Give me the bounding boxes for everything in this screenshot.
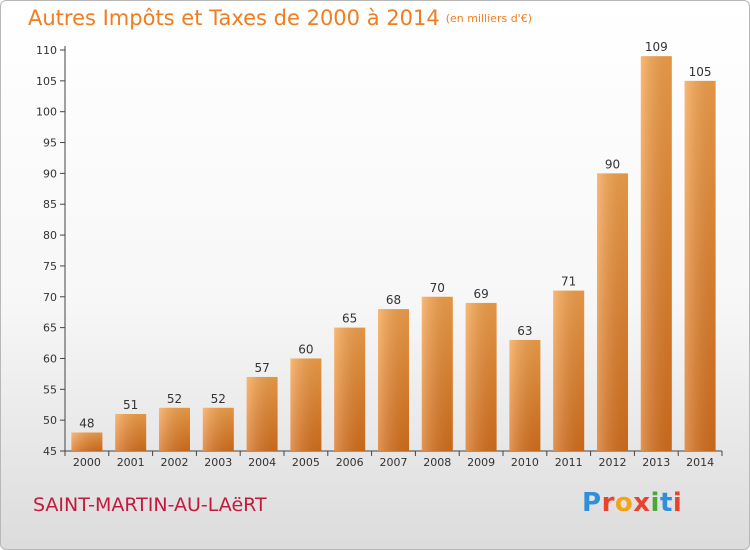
x-tick-label-2007: 2007 <box>380 456 408 469</box>
y-tick-label: 85 <box>43 198 57 211</box>
y-tick-label: 75 <box>43 260 57 273</box>
y-tick-label: 70 <box>43 291 57 304</box>
x-tick-label-2001: 2001 <box>117 456 145 469</box>
proxiti-logo: Proxiti <box>582 488 682 518</box>
bar-shade-2004 <box>246 376 278 451</box>
value-label-2006: 65 <box>342 312 357 326</box>
value-label-2009: 69 <box>473 287 488 301</box>
x-tick-label-2004: 2004 <box>248 456 276 469</box>
bar-shade-2009 <box>465 302 497 451</box>
bar-shade-2008 <box>421 296 453 451</box>
logo-letter: t <box>659 488 673 518</box>
bar-shade-2005 <box>290 358 322 451</box>
y-tick-labels: 45 50 55 60 65 70 75 80 85 90 95 100 105 110 <box>36 44 57 458</box>
bar-shade-2006 <box>334 327 366 451</box>
bar-shade-2007 <box>378 309 409 451</box>
y-tick-label: 65 <box>43 322 57 335</box>
logo-letter: i <box>672 488 683 518</box>
x-tick-label-2012: 2012 <box>599 456 627 469</box>
y-tick-label: 50 <box>43 414 57 427</box>
bar-shade-2002 <box>159 407 190 451</box>
value-label-2008: 70 <box>430 281 445 295</box>
y-tick-label: 55 <box>43 383 57 396</box>
logo-letter: i <box>650 488 660 518</box>
bar-shade-2010 <box>509 339 541 451</box>
y-tick-label: 45 <box>43 445 57 458</box>
y-tick-label: 100 <box>36 106 57 119</box>
x-tick-label-2000: 2000 <box>73 456 101 469</box>
bar-shade-2003 <box>202 407 234 451</box>
bars <box>71 56 716 452</box>
value-label-2012: 90 <box>605 157 620 171</box>
chart-title-text: Autres Impôts et Taxes de 2000 à 2014 <box>28 6 440 30</box>
bar-shade-2012 <box>597 173 628 451</box>
value-label-2002: 52 <box>167 392 182 406</box>
x-tick-label-2009: 2009 <box>467 456 495 469</box>
x-tick-label-2010: 2010 <box>511 456 539 469</box>
logo-letter: r <box>601 488 615 518</box>
value-label-2005: 60 <box>298 342 313 356</box>
chart-unit: (en milliers d'€) <box>445 12 532 25</box>
y-tick-label: 105 <box>36 75 57 88</box>
y-tick-label: 110 <box>36 44 57 57</box>
place-name: SAINT-MARTIN-AU-LAëRT <box>33 494 267 516</box>
x-tick-label-2005: 2005 <box>292 456 320 469</box>
x-tick-label-2008: 2008 <box>423 456 451 469</box>
x-tick-label-2002: 2002 <box>161 456 189 469</box>
value-label-2001: 51 <box>123 398 138 412</box>
x-tick-label-2014: 2014 <box>686 456 714 469</box>
value-label-2007: 68 <box>386 293 401 307</box>
x-tick-label-2003: 2003 <box>204 456 232 469</box>
value-label-2013: 109 <box>645 40 668 54</box>
value-labels: 48 51 52 52 57 60 65 68 70 69 63 71 90 109 105 <box>79 40 711 430</box>
bar-shade-2013 <box>640 56 672 452</box>
logo-letter: o <box>614 488 634 518</box>
bar-shade-2014 <box>684 80 716 451</box>
value-label-2004: 57 <box>254 361 269 375</box>
y-tick-label: 60 <box>43 352 57 365</box>
y-tick-label: 95 <box>43 137 57 150</box>
chart-title: Autres Impôts et Taxes de 2000 à 2014 (en… <box>28 6 532 30</box>
bar-shade-2011 <box>553 290 585 451</box>
x-tick-labels: 2000 2001 2002 2003 2004 2005 2006 2007 2008 2009… <box>73 456 714 469</box>
x-tick-label-2011: 2011 <box>555 456 583 469</box>
value-label-2011: 71 <box>561 275 576 289</box>
value-label-2000: 48 <box>79 416 94 430</box>
logo-letter: P <box>582 488 602 518</box>
y-tick-label: 90 <box>43 167 57 180</box>
x-tick-label-2006: 2006 <box>336 456 364 469</box>
bar-shade-2000 <box>71 432 103 451</box>
value-label-2003: 52 <box>211 392 226 406</box>
x-tick-label-2013: 2013 <box>642 456 670 469</box>
value-label-2014: 105 <box>689 65 712 79</box>
value-label-2010: 63 <box>517 324 532 338</box>
bar-shade-2001 <box>115 413 147 451</box>
y-tick-label: 80 <box>43 229 57 242</box>
logo-letter: x <box>633 488 651 518</box>
